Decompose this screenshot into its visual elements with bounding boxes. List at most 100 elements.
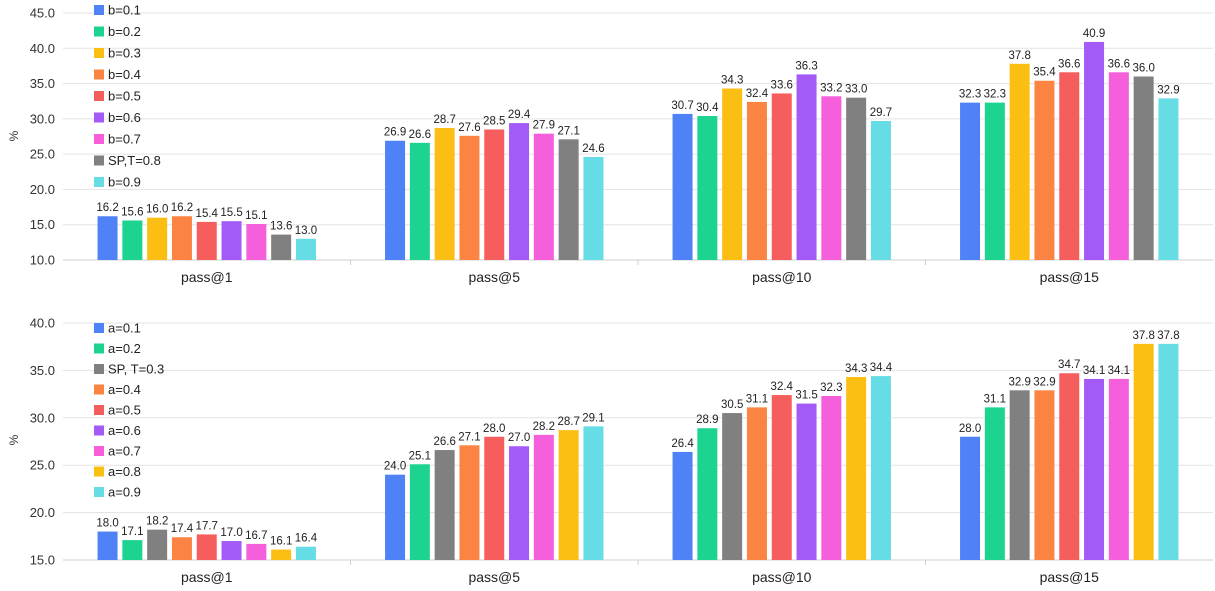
data-label: 27.1: [557, 125, 579, 137]
bar-pass@15-a=0.1: [960, 436, 981, 560]
y-tick-label: 45.0: [30, 6, 55, 21]
bar-pass@10-a=0.9: [870, 376, 891, 560]
bar-pass@1-a=0.5: [196, 534, 217, 560]
data-label: 32.9: [1033, 376, 1055, 388]
bar-pass@5-b=0.5: [484, 129, 505, 260]
data-label: 35.4: [1033, 67, 1056, 79]
y-tick-label: 15.0: [30, 553, 55, 568]
bar-pass@10-b=0.4: [746, 101, 767, 260]
data-label: 29.7: [870, 107, 892, 119]
bar-pass@10-a=0.8: [846, 377, 867, 560]
data-label: 37.8: [1008, 50, 1030, 62]
bar-pass@5-b=0.6: [509, 123, 530, 260]
legend-label: a=0.8: [108, 464, 141, 479]
y-tick-label: 40.0: [30, 41, 55, 56]
data-label: 32.9: [1008, 376, 1030, 388]
bar-pass@10-a=0.2: [697, 428, 718, 560]
legend-swatch: [94, 425, 104, 436]
bar-pass@10-b=0.7: [821, 96, 842, 260]
data-label: 34.7: [1058, 359, 1080, 371]
bar-pass@1-b=0.4: [171, 216, 192, 260]
data-label: 17.4: [171, 523, 194, 535]
bar-pass@15-b=0.3: [1009, 63, 1030, 260]
data-label: 30.5: [721, 399, 743, 411]
bar-pass@1-SP, T=0.3: [147, 529, 168, 560]
x-category-label: pass@10: [752, 569, 812, 585]
bar-pass@10-a=0.7: [821, 395, 842, 560]
data-label: 33.2: [820, 82, 842, 94]
data-label: 25.1: [409, 450, 431, 462]
bar-pass@10-b=0.1: [672, 113, 693, 260]
x-category-label: pass@15: [1040, 269, 1100, 285]
data-label: 28.5: [483, 115, 505, 127]
bar-pass@1-b=0.9: [295, 238, 316, 260]
legend-label: a=0.7: [108, 444, 141, 459]
data-label: 15.5: [220, 207, 242, 219]
bar-pass@1-a=0.4: [171, 537, 192, 560]
y-tick-label: 20.0: [30, 182, 55, 197]
bar-pass@1-b=0.5: [196, 221, 217, 260]
data-label: 27.6: [458, 122, 480, 134]
chart-panel-1: 10.015.020.025.030.035.040.045.0%16.2 15.…: [7, 3, 1213, 285]
data-label: 32.4: [771, 381, 794, 393]
data-label: 24.0: [384, 461, 406, 473]
bar-pass@1-b=0.6: [221, 221, 242, 260]
bar-pass@10-a=0.6: [796, 403, 817, 560]
bar-pass@1-a=0.1: [97, 531, 118, 560]
legend-label: b=0.2: [108, 24, 141, 39]
data-label: 31.1: [746, 393, 768, 405]
bar-pass@5-b=0.9: [583, 156, 604, 260]
legend: a=0.1 a=0.2 SP, T=0.3 a=0.4 a=0.5 a=0.6 a=0.7 a…: [94, 321, 164, 500]
bar-pass@5-b=0.1: [385, 140, 406, 260]
bar-pass@5-b=0.7: [533, 133, 554, 260]
legend-swatch: [94, 5, 104, 15]
legend-swatch: [94, 487, 104, 497]
data-label: 29.4: [508, 109, 531, 121]
chart-panel-2: 15.020.025.030.035.040.0%18.017.118.217.…: [7, 316, 1213, 585]
y-tick-label: 25.0: [30, 458, 55, 473]
data-label: 32.3: [820, 382, 842, 394]
data-label: 31.1: [984, 393, 1006, 405]
bar-pass@15-a=0.6: [1084, 378, 1105, 560]
data-label: 29.1: [582, 412, 604, 424]
bar-pass@15-b=0.5: [1059, 72, 1080, 260]
data-label: 36.6: [1108, 58, 1130, 70]
legend-label: a=0.6: [108, 423, 141, 438]
data-label: 16.0: [146, 204, 168, 216]
bar-pass@5-a=0.6: [509, 446, 530, 560]
data-label: 36.3: [795, 60, 817, 72]
legend-label: a=0.9: [108, 485, 141, 500]
data-label: 33.0: [845, 84, 867, 96]
bar-pass@1-a=0.2: [122, 540, 143, 560]
data-label: 15.6: [121, 206, 143, 218]
legend-label: b=0.5: [108, 89, 141, 104]
bar-pass@5-a=0.7: [533, 434, 554, 560]
bar-pass@10-a=0.1: [672, 451, 693, 560]
legend-swatch: [94, 466, 104, 477]
bar-pass@5-b=0.2: [409, 142, 430, 260]
data-label: 16.2: [96, 202, 118, 214]
legend-label: SP,T=0.8: [108, 153, 161, 168]
bar-pass@5-a=0.9: [583, 426, 604, 560]
data-label: 16.2: [171, 202, 193, 214]
x-category-label: pass@15: [1040, 569, 1100, 585]
bar-pass@5-a=0.4: [459, 445, 480, 560]
legend-label: a=0.2: [108, 341, 141, 356]
y-tick-label: 40.0: [30, 316, 55, 331]
legend-swatch: [94, 91, 104, 101]
bar-pass@1-a=0.9: [295, 546, 316, 560]
data-label: 32.3: [959, 89, 981, 101]
bar-pass@1-b=0.3: [147, 217, 168, 260]
data-label: 28.7: [433, 114, 455, 126]
bar-pass@15-b=0.9: [1158, 98, 1179, 261]
data-label: 30.7: [671, 100, 693, 112]
legend-swatch: [94, 343, 104, 354]
data-label: 33.6: [771, 79, 793, 91]
bar-pass@1-b=0.2: [122, 220, 143, 260]
data-label: 37.8: [1132, 330, 1154, 342]
legend-label: b=0.4: [108, 67, 141, 82]
bar-pass@1-a=0.8: [271, 549, 292, 560]
legend-swatch: [94, 384, 104, 395]
data-label: 13.6: [270, 221, 292, 233]
